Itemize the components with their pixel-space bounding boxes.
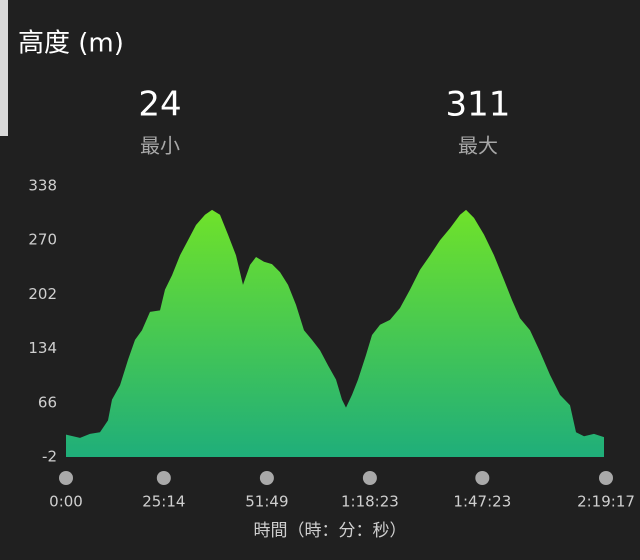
y-tick-label: 270 bbox=[28, 231, 57, 249]
x-tick-label: 1:47:23 bbox=[453, 493, 511, 511]
y-tick-label: 202 bbox=[28, 285, 57, 303]
y-tick-label: 66 bbox=[38, 393, 57, 411]
x-tick-dot bbox=[156, 471, 171, 485]
stat-label: 最小 bbox=[140, 134, 180, 158]
x-tick-dot bbox=[362, 471, 377, 485]
x-axis-label: 時間（時：分：秒） bbox=[254, 521, 407, 541]
x-tick-label: 0:00 bbox=[49, 493, 83, 511]
x-tick-dot bbox=[475, 471, 490, 485]
stat-value: 311 bbox=[446, 85, 511, 125]
y-tick-label: 134 bbox=[28, 339, 57, 357]
x-tick-label: 25:14 bbox=[142, 493, 185, 511]
x-tick-dot bbox=[59, 471, 73, 485]
edge-strip bbox=[0, 0, 8, 136]
elevation-area bbox=[66, 209, 604, 457]
x-tick-label: 51:49 bbox=[245, 493, 288, 511]
x-tick-label: 1:18:23 bbox=[341, 493, 399, 511]
chart-title: 高度 (m) bbox=[18, 29, 124, 59]
stat-value: 24 bbox=[138, 85, 181, 125]
y-tick-label: -2 bbox=[42, 448, 57, 466]
x-tick-label: 2:19:17 bbox=[577, 493, 635, 511]
x-tick-dot bbox=[599, 471, 613, 485]
stat-label: 最大 bbox=[458, 134, 498, 158]
x-tick-dot bbox=[259, 471, 274, 485]
y-tick-label: 338 bbox=[28, 177, 57, 195]
